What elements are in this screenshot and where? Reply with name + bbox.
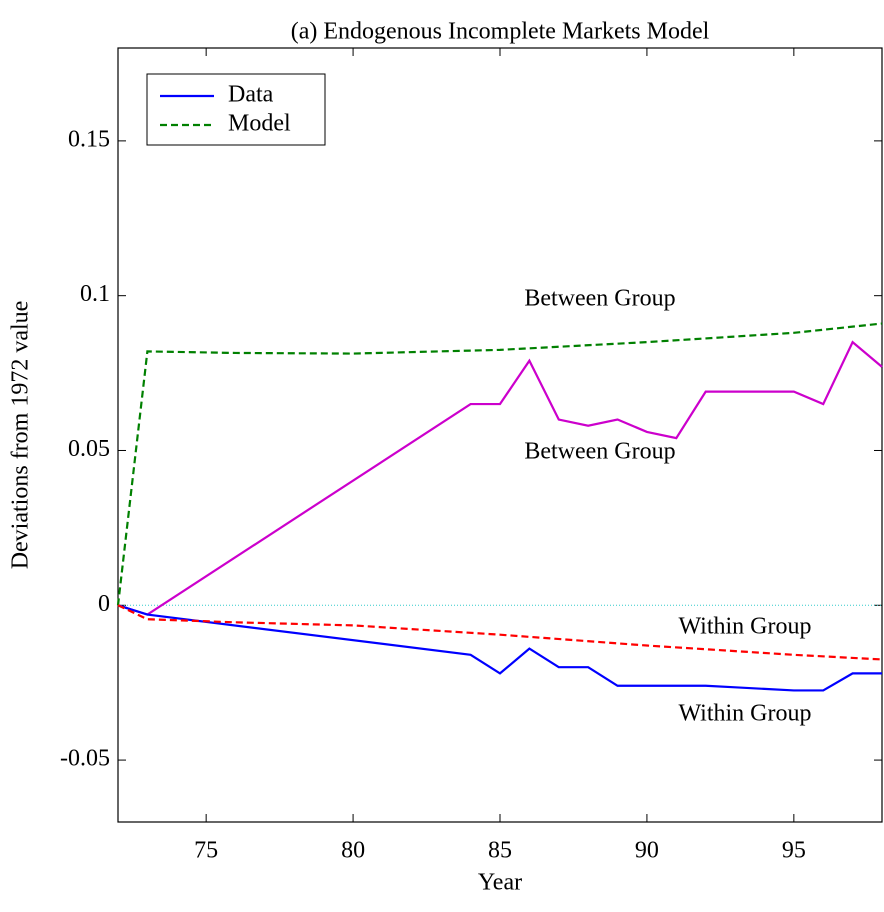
line-series [117,604,882,692]
line-series [117,340,883,616]
x-tick-label: 80 [341,838,365,864]
annotation: Between Group [524,439,675,465]
annotation: Within Group [678,614,811,640]
chart-title: (a) Endogenous Incomplete Markets Model [291,19,710,45]
y-tick-label: 0.1 [80,281,110,307]
x-axis-label: Year [478,870,522,896]
y-tick-label: 0.05 [68,436,110,462]
legend-box [146,73,326,146]
x-tick-label: 90 [635,838,659,864]
y-tick-label: 0 [98,591,110,617]
y-tick-label: 0.15 [68,126,110,152]
x-tick-label: 75 [194,838,218,864]
legend-label: Data [228,82,274,108]
x-tick-label: 95 [782,838,806,864]
line-series [117,604,883,661]
y-tick-label: -0.05 [60,746,110,772]
annotation: Within Group [678,701,811,727]
y-axis-label: Deviations from 1972 value [8,301,34,570]
line-series [116,322,883,606]
legend-label: Model [228,111,291,137]
annotation: Between Group [524,286,675,312]
x-tick-label: 85 [488,838,512,864]
